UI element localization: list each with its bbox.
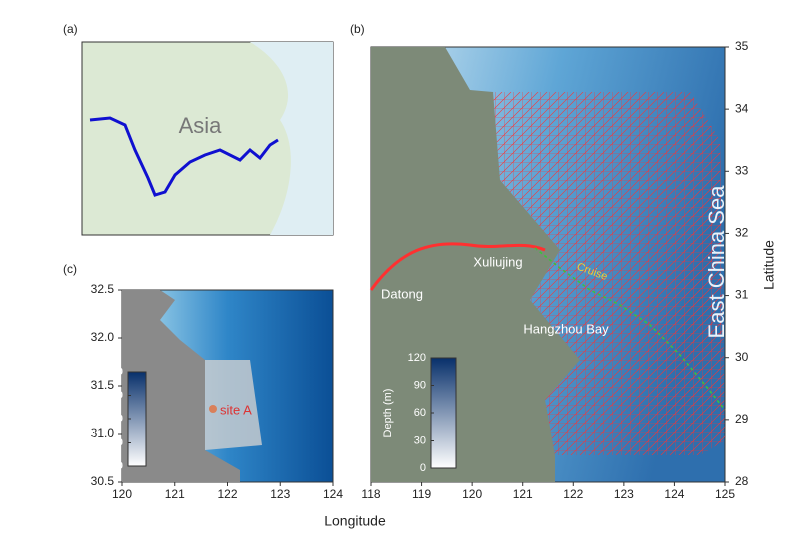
x-tick-label: 121 [165,487,185,501]
y-tick-label: 32.0 [91,330,115,344]
y-tick-label: 33 [735,163,749,177]
x-tick-label: 123 [614,487,634,501]
site-marker [209,405,217,413]
colorbar-tick-label: 30 [111,389,123,401]
y-tick-label: 32 [735,226,749,240]
x-axis-label: Longitude [324,513,386,529]
colorbar-tick-label: 0 [117,460,123,472]
y-axis-label: Latitude [761,240,777,290]
annotation: Xuliujing [473,254,522,269]
y-tick-label: 29 [735,412,749,426]
x-tick-label: 125 [715,487,735,501]
annotation: Asia [179,113,223,138]
y-tick-label: 28 [735,474,749,488]
colorbar [430,357,457,469]
x-tick-label: 121 [513,487,533,501]
panel-label: (a) [63,22,78,36]
colorbar-label: Depth (m) [382,389,394,438]
river [369,242,546,291]
colorbar-tick-label: 10 [111,436,123,448]
model-domain [205,360,262,450]
cruise-track [534,247,726,411]
x-tick-label: 123 [270,487,290,501]
annotation: site A [220,402,252,417]
colorbar-label: Depth (m) [86,395,98,444]
colorbar-tick-label: >40 [104,366,123,378]
y-tick-label: 35 [735,39,749,53]
y-tick-label: 31.5 [91,378,115,392]
annotation: East China Sea [704,185,729,339]
annotation: Hangzhou Bay [523,321,609,336]
x-tick-label: 122 [217,487,237,501]
y-tick-label: 34 [735,101,749,115]
panel-label: (b) [350,22,365,36]
colorbar-tick-label: 30 [414,434,426,446]
y-tick-label: 31 [735,288,749,302]
land [122,290,240,482]
land [371,47,580,482]
x-tick-label: 124 [664,487,684,501]
model-mesh [493,92,725,455]
sea [250,42,333,235]
y-tick-label: 31.0 [91,426,115,440]
colorbar-tick-label: 60 [414,407,426,419]
y-tick-label: 30.5 [91,474,115,488]
x-tick-label: 120 [462,487,482,501]
colorbar-tick-label: 90 [414,379,426,391]
river [89,116,279,197]
x-tick-label: 119 [412,487,431,501]
x-tick-label: 124 [323,487,343,501]
colorbar-tick-label: 0 [420,462,426,474]
colorbar-tick-label: 120 [408,352,426,364]
y-tick-label: 32.5 [91,282,115,296]
panel-label: (c) [63,262,77,276]
annotation: Datong [381,286,423,301]
colorbar-tick-label: 20 [111,413,123,425]
x-tick-label: 118 [361,487,380,501]
x-tick-label: 120 [112,487,132,501]
x-tick-label: 122 [563,487,583,501]
y-tick-label: 30 [735,350,749,364]
